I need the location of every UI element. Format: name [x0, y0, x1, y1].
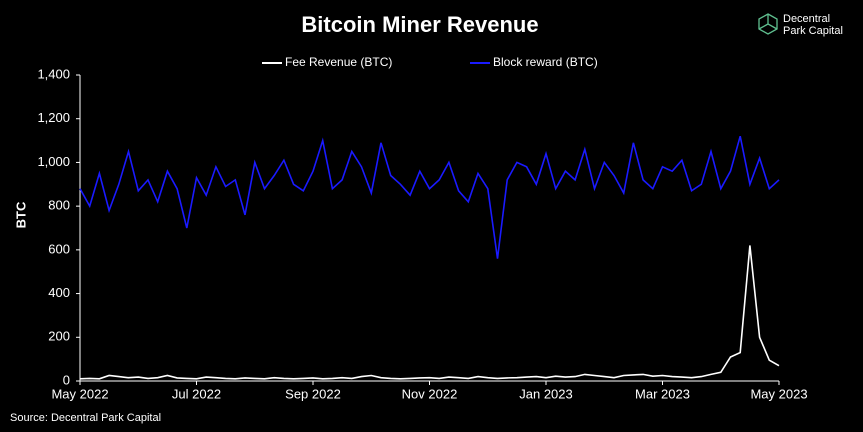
legend-label: Fee Revenue (BTC): [285, 55, 392, 69]
y-tick-label: 1,200: [37, 110, 70, 125]
source: Source: Decentral Park Capital: [10, 412, 161, 424]
chart-title: Bitcoin Miner Revenue: [301, 12, 538, 37]
y-axis-label: BTC: [13, 201, 28, 228]
brand-logo: Decentral Park Capital: [758, 13, 843, 37]
y-tick-label: 200: [48, 329, 70, 344]
y-tick-label: 800: [48, 198, 70, 213]
y-tick-label: 1,400: [37, 66, 70, 81]
logo-icon: [758, 13, 778, 35]
legend-label: Block reward (BTC): [493, 55, 598, 69]
x-tick-label: Sep 2022: [285, 386, 341, 401]
y-tick-label: 600: [48, 241, 70, 256]
y-tick-label: 1,000: [37, 154, 70, 169]
series-line: [79, 245, 780, 380]
x-tick-label: Nov 2022: [402, 386, 458, 401]
brand-text: Park Capital: [783, 25, 843, 37]
y-tick-label: 0: [63, 372, 70, 387]
series-line: [79, 135, 780, 259]
x-tick-label: Jan 2023: [519, 386, 573, 401]
x-tick-label: May 2023: [750, 386, 807, 401]
y-tick-label: 400: [48, 285, 70, 300]
x-tick-label: May 2022: [51, 386, 108, 401]
brand-text: Decentral: [783, 13, 830, 25]
x-tick-label: Mar 2023: [635, 386, 690, 401]
x-tick-label: Jul 2022: [172, 386, 221, 401]
